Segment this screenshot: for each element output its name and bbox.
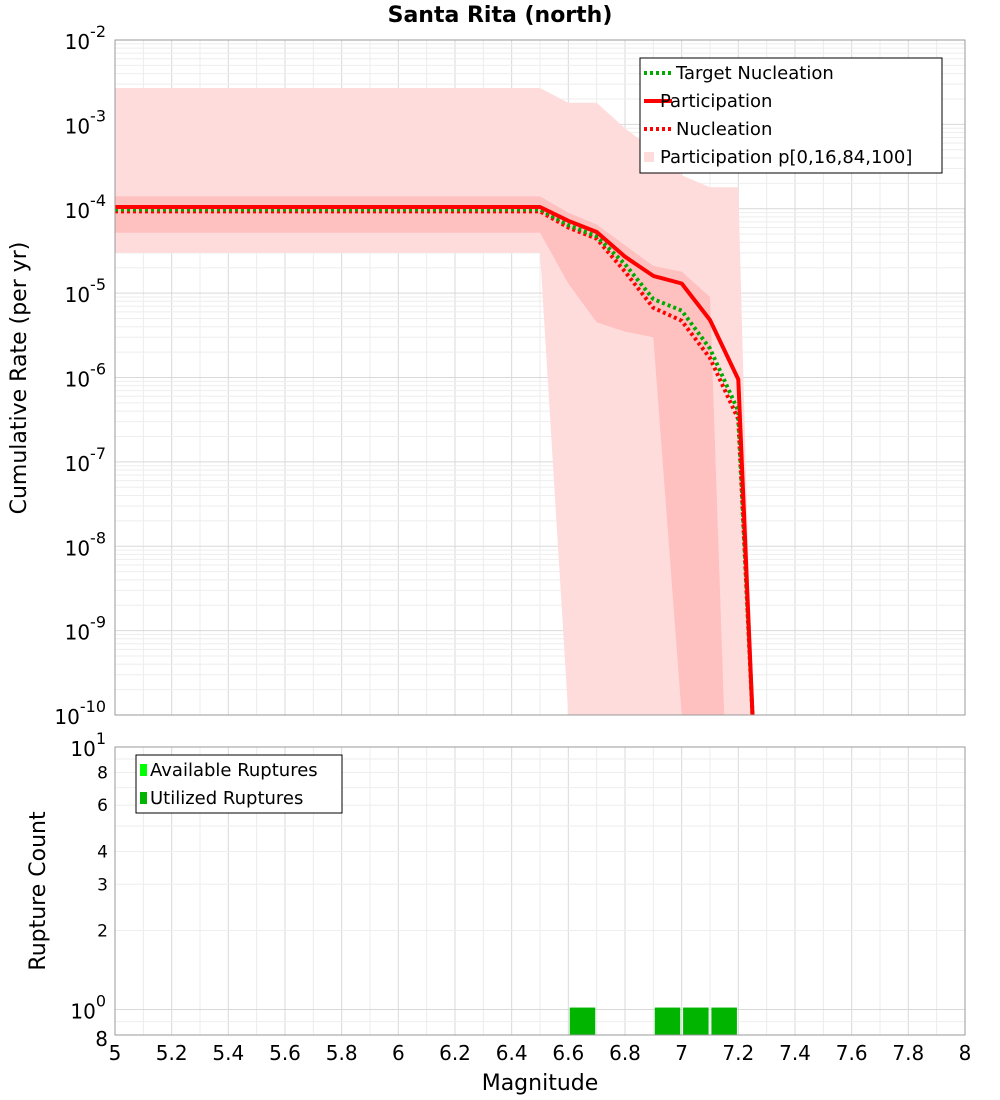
x-tick-label: 5.6 xyxy=(269,1041,301,1065)
rate-plot-frame xyxy=(114,39,966,716)
legend-swatch xyxy=(140,764,147,776)
count-legend-label: Available Ruptures xyxy=(150,760,318,781)
count-plot-frame xyxy=(114,746,966,1036)
count-y-minor-tick-label: 2 xyxy=(97,922,108,942)
x-tick-label: 7.8 xyxy=(892,1041,924,1065)
x-tick-label: 5 xyxy=(109,1041,122,1065)
utilized-rupture-bar xyxy=(654,1007,681,1035)
x-tick-label: 5.4 xyxy=(212,1041,244,1065)
utilized-rupture-bar xyxy=(569,1007,596,1035)
rate-y-tick-label: 10-2 xyxy=(65,22,106,54)
x-tick-label: 6.4 xyxy=(496,1041,528,1065)
rate-legend-label: Nucleation xyxy=(676,119,772,140)
count-legend: Available Ruptures Utilized Ruptures xyxy=(135,754,343,814)
x-tick-label: 5.2 xyxy=(156,1041,188,1065)
count-y-minor-tick-label: 3 xyxy=(97,875,108,895)
rate-legend-label: Participation xyxy=(660,91,772,112)
x-tick-label: 7.2 xyxy=(722,1041,754,1065)
x-tick-label: 7.6 xyxy=(836,1041,868,1065)
x-tick-label: 7 xyxy=(675,1041,688,1065)
rate-y-tick-label: 10-9 xyxy=(65,613,106,645)
utilized-rupture-bar xyxy=(711,1007,737,1035)
count-legend-box xyxy=(135,754,343,814)
count-y-minor-tick-label: 8 xyxy=(97,763,108,783)
rate-legend-label: Target Nucleation xyxy=(675,63,834,84)
series-line-participation xyxy=(115,205,755,716)
count-y-axis-label: Rupture Count xyxy=(26,811,51,971)
rate-y-tick-label: 10-5 xyxy=(65,275,106,307)
rate-legend-box xyxy=(639,57,943,174)
utilized-rupture-bar xyxy=(683,1007,709,1035)
rate-y-axis-label: Cumulative Rate (per yr) xyxy=(7,242,32,515)
rate-y-tick-label: 10-7 xyxy=(65,444,106,476)
rate-panel: 10-10 10-9 10-8 10-7 10-6 10-5 10-4 10-3 10-2 Cu… xyxy=(7,22,966,729)
x-tick-label: 8 xyxy=(959,1041,972,1065)
count-y-tick-label: 100 xyxy=(70,992,106,1024)
count-y-minor-tick-label: 8 xyxy=(95,1027,108,1051)
rate-y-tick-label: 10-4 xyxy=(65,191,106,223)
x-tick-label: 6.2 xyxy=(439,1041,471,1065)
x-tick-label: 6 xyxy=(392,1041,405,1065)
rate-y-tick-label: 10-8 xyxy=(65,528,106,560)
x-tick-label: 6.8 xyxy=(609,1041,641,1065)
rate-bands xyxy=(115,88,753,715)
count-y-minor-tick-label: 6 xyxy=(97,796,108,816)
legend-swatch xyxy=(644,152,654,162)
x-tick-label: 5.8 xyxy=(326,1041,358,1065)
rate-y-tick-label: 10-10 xyxy=(54,697,106,729)
rate-y-ticks: 10-10 10-9 10-8 10-7 10-6 10-5 10-4 10-3 10-2 xyxy=(54,22,106,729)
rate-y-tick-label: 10-3 xyxy=(65,106,106,138)
rate-legend: Target Nucleation Participation Nucleation… xyxy=(639,57,943,174)
series-line-nucleation xyxy=(115,209,755,716)
count-y-minor-tick-label: 4 xyxy=(97,842,108,862)
rate-legend-label: Participation p[0,16,84,100] xyxy=(660,147,912,168)
rate-lines xyxy=(115,205,755,716)
count-bars xyxy=(569,1007,737,1035)
series-line-target-nucleation xyxy=(115,207,755,716)
count-x-ticks: 5 5.2 5.4 5.6 5.8 6 6.2 6.4 6.6 6.8 7 7.2 7.4 7.6 7.8 8 xyxy=(109,1041,972,1065)
count-y-tick-label: 101 xyxy=(70,729,106,761)
x-axis-label: Magnitude xyxy=(482,1071,599,1096)
rate-y-tick-label: 10-6 xyxy=(65,360,106,392)
x-tick-label: 6.6 xyxy=(552,1041,584,1065)
legend-swatch xyxy=(140,792,147,804)
chart-title: Santa Rita (north) xyxy=(388,3,613,28)
count-legend-label: Utilized Ruptures xyxy=(150,788,303,809)
x-tick-label: 7.4 xyxy=(779,1041,811,1065)
